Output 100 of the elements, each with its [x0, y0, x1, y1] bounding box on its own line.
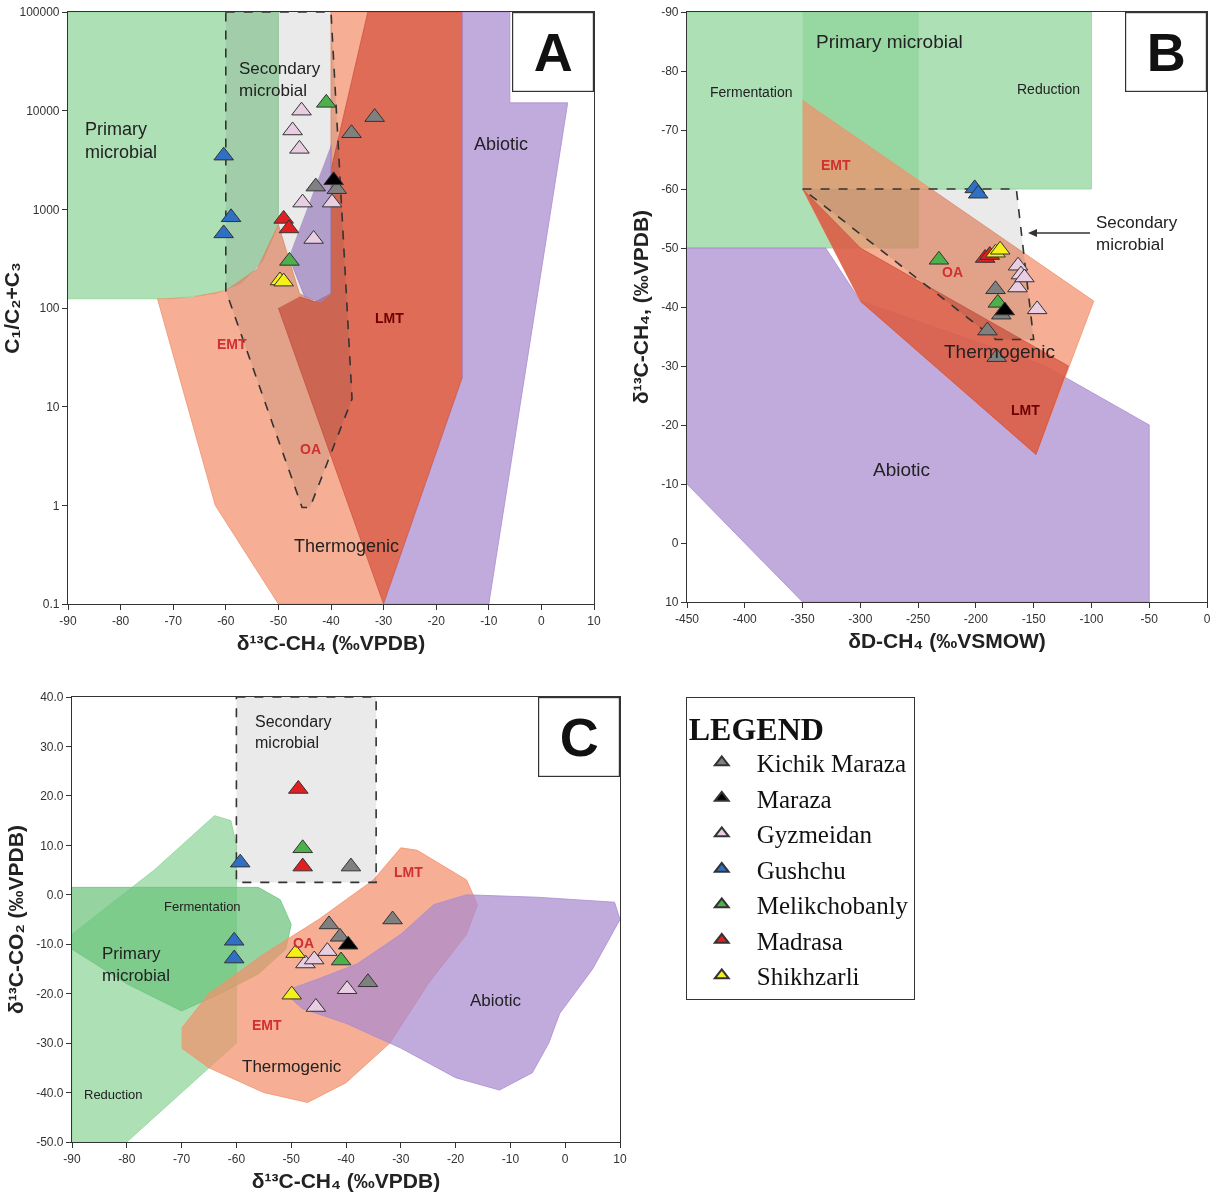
x-tick-label: -350 [790, 611, 815, 626]
y-tick-label: -20.0 [36, 986, 64, 1001]
y-axis-title: C₁/C₂+C₃ [0, 262, 23, 354]
y-tick-label: -30 [661, 359, 679, 374]
x-tick-label: -80 [118, 1151, 136, 1166]
annotation: Abiotic [470, 991, 522, 1010]
x-axis-title: δ¹³C-CH₄ (‰VPDB) [251, 1168, 441, 1192]
annotation: Primary microbial [85, 119, 158, 163]
x-tick-label: 0 [1203, 611, 1211, 626]
x-tick-label: -70 [172, 1151, 191, 1166]
legend-title: LEGEND [688, 710, 824, 747]
x-tick-label: -30 [392, 1151, 410, 1166]
x-tick-label: -10 [480, 613, 498, 628]
annotation: LMT [375, 310, 405, 326]
y-tick-label: -30.0 [36, 1036, 64, 1051]
legend-label: Maraza [756, 785, 832, 813]
annotation: LMT [394, 864, 424, 880]
x-tick-label: -20 [446, 1151, 465, 1166]
annotation: Thermogenic [242, 1057, 342, 1076]
x-tick-label: -80 [111, 613, 130, 628]
y-tick-label: 10 [46, 399, 60, 414]
x-tick-label: -90 [59, 613, 77, 628]
y-tick-label: 0.1 [42, 597, 60, 612]
y-tick-label: 10.0 [40, 838, 64, 853]
annotation: Reduction [1017, 81, 1081, 97]
annotation: EMT [252, 1017, 282, 1033]
annotation: Abiotic [873, 459, 931, 480]
y-tick-label: -10 [661, 477, 679, 492]
annotation: Thermogenic [294, 536, 400, 556]
y-tick-label: 40.0 [40, 690, 64, 705]
annotation: OA [942, 264, 963, 280]
x-tick-label: -100 [1079, 611, 1104, 626]
x-tick-label: -10 [501, 1151, 520, 1166]
annotation: Primary microbial [102, 944, 171, 986]
y-tick-label: 10 [665, 595, 679, 610]
y-tick-label: 100000 [19, 5, 60, 20]
annotation: Reduction [84, 1087, 143, 1102]
x-tick-label: -400 [732, 611, 758, 626]
x-tick-label: -50 [269, 613, 288, 628]
x-tick-label: -70 [164, 613, 183, 628]
annotation: EMT [821, 157, 851, 173]
y-axis-title: δ¹³C-CO₂ (‰VPDB) [4, 825, 28, 1014]
annotation: C [559, 707, 599, 768]
y-tick-label: -60 [661, 182, 679, 197]
x-tick-label: -250 [906, 611, 931, 626]
x-tick-label: 0 [538, 613, 546, 628]
annotation: Primary microbial [816, 31, 963, 52]
y-tick-label: -90 [661, 5, 679, 20]
annotation: Abiotic [474, 134, 529, 154]
x-tick-label: -60 [217, 613, 235, 628]
y-tick-label: -40.0 [36, 1085, 64, 1100]
annotation: OA [293, 935, 314, 951]
x-tick-label: 10 [613, 1151, 627, 1166]
x-axis-title: δD-CH₄ (‰VSMOW) [848, 628, 1046, 652]
annotation: A [533, 22, 573, 83]
legend-label: Melikchobanly [756, 892, 909, 920]
x-tick-label: 10 [587, 613, 601, 628]
x-tick-label: -20 [427, 613, 446, 628]
y-tick-label: -10.0 [36, 937, 64, 952]
annotation: B [1146, 22, 1186, 83]
y-tick-label: -50 [661, 241, 679, 256]
x-tick-label: -60 [227, 1151, 246, 1166]
y-tick-label: -70 [661, 123, 679, 138]
y-tick-label: 0 [671, 536, 679, 551]
y-tick-label: 1000 [32, 202, 60, 217]
x-tick-label: -40 [322, 613, 340, 628]
annotation: Fermentation [710, 84, 793, 100]
annotation: Thermogenic [944, 341, 1055, 362]
annotation: EMT [217, 336, 247, 352]
annotation: Secondary microbial [239, 59, 321, 101]
y-tick-label: -80 [661, 64, 679, 79]
y-tick-label: 30.0 [40, 739, 64, 754]
annotation: Secondary microbial [1096, 213, 1178, 255]
y-tick-label: 1 [52, 498, 60, 513]
x-tick-label: -450 [674, 611, 700, 626]
y-tick-label: 100 [39, 301, 60, 316]
x-tick-label: -40 [337, 1151, 355, 1166]
x-tick-label: -150 [1021, 611, 1046, 626]
annotation: Secondary microbial [255, 713, 332, 751]
x-tick-label: -300 [848, 611, 873, 626]
legend-label: Gushchu [756, 856, 847, 884]
y-tick-label: 20.0 [40, 789, 64, 804]
legend-label: Gyzmeidan [756, 821, 873, 849]
x-tick-label: 0 [561, 1151, 569, 1166]
y-tick-label: -50.0 [36, 1135, 64, 1150]
x-tick-label: -90 [63, 1151, 81, 1166]
y-tick-label: -40 [661, 300, 679, 315]
x-tick-label: -30 [374, 613, 393, 628]
y-tick-label: -20 [661, 418, 679, 433]
y-tick-label: 10000 [26, 103, 60, 118]
legend-label: Madrasa [756, 927, 843, 955]
y-axis-title: δ¹³C-CH₄, (‰VPDB) [629, 209, 653, 405]
x-axis-title: δ¹³C-CH₄ (‰VPDB) [236, 630, 426, 654]
annotation: Fermentation [164, 899, 241, 914]
annotation: OA [300, 441, 321, 457]
x-tick-label: -50 [282, 1151, 301, 1166]
annotation: LMT [1011, 402, 1041, 418]
legend-label: Kichik Maraza [756, 750, 906, 778]
legend-label: Shikhzarli [756, 963, 860, 991]
x-tick-label: -50 [1140, 611, 1159, 626]
